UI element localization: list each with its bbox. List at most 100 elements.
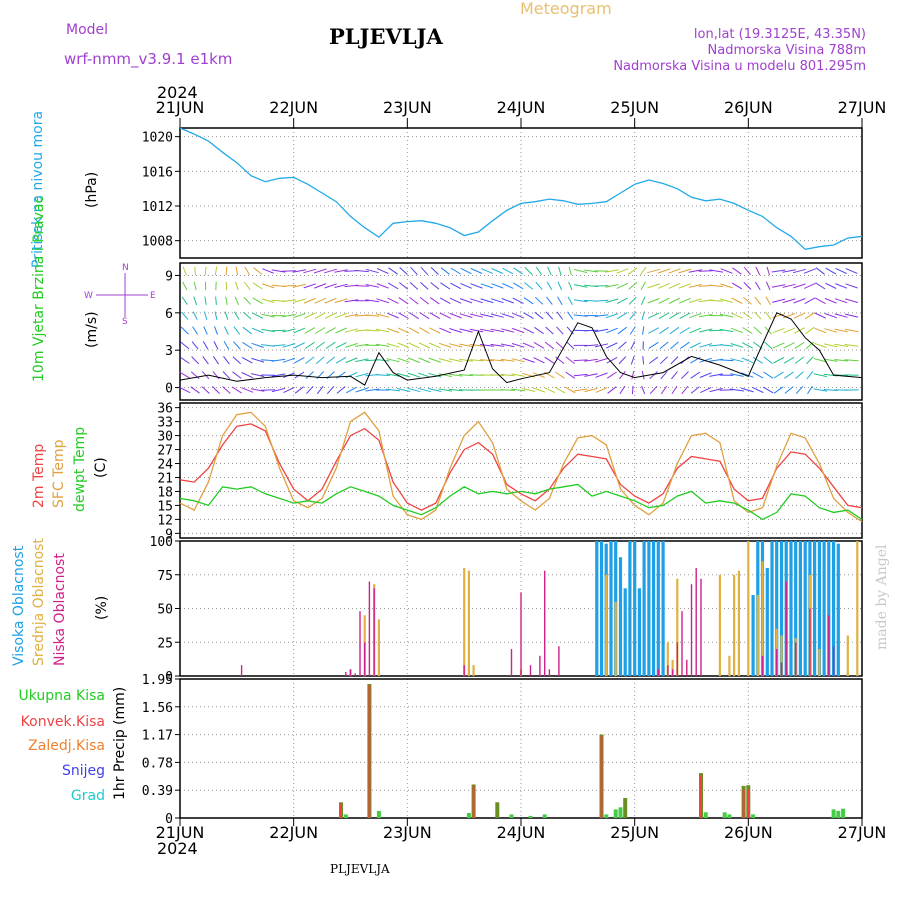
wind-arrow (182, 281, 188, 291)
wind-arrow (730, 388, 744, 392)
wind-arrow (450, 267, 461, 275)
wind-arrow (556, 326, 564, 335)
wind-arrow (564, 386, 576, 394)
wind-arrow (730, 327, 744, 334)
wind-arrow (324, 312, 337, 319)
cloud-ylabel-high: Visoka Oblacnost (11, 545, 27, 666)
wind-arrow (595, 357, 608, 363)
cloud-bar-low (686, 659, 688, 676)
wind-arrow (375, 328, 390, 333)
pressure-unit: (hPa) (84, 172, 100, 208)
wind-arrow (252, 297, 263, 305)
wind-arrow (844, 344, 859, 347)
wind-arrow (834, 359, 849, 362)
wind-arrow (668, 268, 681, 274)
cloud-bar-mid (666, 642, 669, 677)
wind-arrow (439, 312, 451, 319)
wind-arrow (511, 373, 525, 377)
wind-arrow (844, 328, 859, 333)
wind-arrow (771, 269, 786, 273)
wind-arrow (345, 342, 358, 348)
cloud-bar-mid (733, 574, 736, 677)
wind-arrow (303, 297, 316, 304)
wind-arrow (647, 283, 660, 289)
wind-arrow (815, 282, 826, 290)
wind-arrow (325, 341, 336, 349)
wind-arrow (719, 344, 734, 347)
wind-arrow (772, 342, 785, 349)
wind-arrow (742, 311, 753, 320)
cloud-bar-mid (605, 574, 608, 677)
x-tick-label-top: 22JUN (269, 98, 318, 117)
wind-arrow (480, 328, 494, 333)
y-tick-label: 1020 (142, 131, 173, 146)
precip-bar-total (623, 798, 628, 818)
cloud-bar-low (529, 665, 532, 676)
compass-e: E (150, 291, 156, 301)
precip-bar-total (613, 809, 618, 818)
wind-arrow (616, 297, 628, 305)
wind-arrow (764, 311, 772, 320)
cloud-bar-high (779, 541, 784, 676)
footer-title: PLJEVLJA (330, 862, 390, 876)
cloud-bar-low (548, 669, 551, 677)
wind-arrow (804, 297, 816, 305)
cloud-bar-low (558, 646, 560, 676)
wind-arrow (490, 328, 505, 333)
wind-arrow (398, 297, 409, 305)
wind-arrow (584, 344, 599, 347)
panel-wind: 0 3 6 9 (165, 262, 863, 401)
wind-arrow (568, 266, 572, 276)
wind-arrow (524, 282, 534, 290)
wind-arrow (375, 343, 390, 347)
cloud-bar-low (809, 608, 811, 676)
wind-arrow (193, 296, 198, 306)
wind-arrow (730, 358, 744, 363)
wind-arrow (429, 312, 441, 320)
compass-w: W (84, 291, 93, 301)
wind-arrow (554, 386, 566, 394)
wind-arrow (844, 313, 859, 318)
cloud-bar-mid (472, 665, 475, 676)
wind-arrow (410, 266, 418, 276)
wind-arrow (534, 311, 544, 320)
wind-arrow (631, 385, 634, 395)
wind-arrow (201, 386, 210, 394)
wind-arrow (491, 268, 504, 274)
page-title: PLJEVLJA (329, 24, 443, 49)
wind-arrow (501, 282, 514, 289)
wind-arrow (617, 312, 628, 320)
wind-arrow (773, 386, 784, 394)
cloud-ylabel-low: Niska Oblacnost (52, 553, 68, 666)
wind-arrow (688, 269, 703, 273)
wind-arrow (688, 298, 702, 304)
wind-arrow (409, 282, 419, 290)
wind-arrow (845, 298, 859, 304)
wind-arrow (250, 388, 265, 392)
temp-2m-line (179, 423, 863, 511)
wind-arrow (793, 298, 806, 304)
wind-arrow (231, 386, 242, 394)
wind-arrow (668, 297, 680, 304)
cloud-bar-high (813, 541, 817, 676)
wind-arrow (480, 268, 493, 274)
panel-cloud: 0 25 50 75 100 (150, 535, 863, 685)
wind-compass: N S W E (84, 263, 156, 327)
credit-label: made by Angel (874, 544, 890, 650)
wind-arrow (375, 374, 390, 376)
wind-arrow (659, 356, 669, 365)
y-tick-label: 1.17 (142, 729, 173, 744)
wind-arrow (783, 342, 795, 349)
cloud-bar-mid (780, 635, 783, 676)
wind-arrow (547, 266, 552, 276)
cloud-bar-high (618, 557, 623, 676)
wind-arrow (387, 297, 399, 304)
wind-arrow (325, 327, 336, 334)
wind-arrow (573, 373, 588, 377)
cloud-bar-low (690, 584, 693, 676)
precip-bar-total (722, 812, 727, 818)
wind-arrow (678, 268, 692, 274)
wind-arrow (303, 268, 317, 274)
wind-arrow (469, 359, 484, 362)
wind-arrow (214, 326, 218, 335)
